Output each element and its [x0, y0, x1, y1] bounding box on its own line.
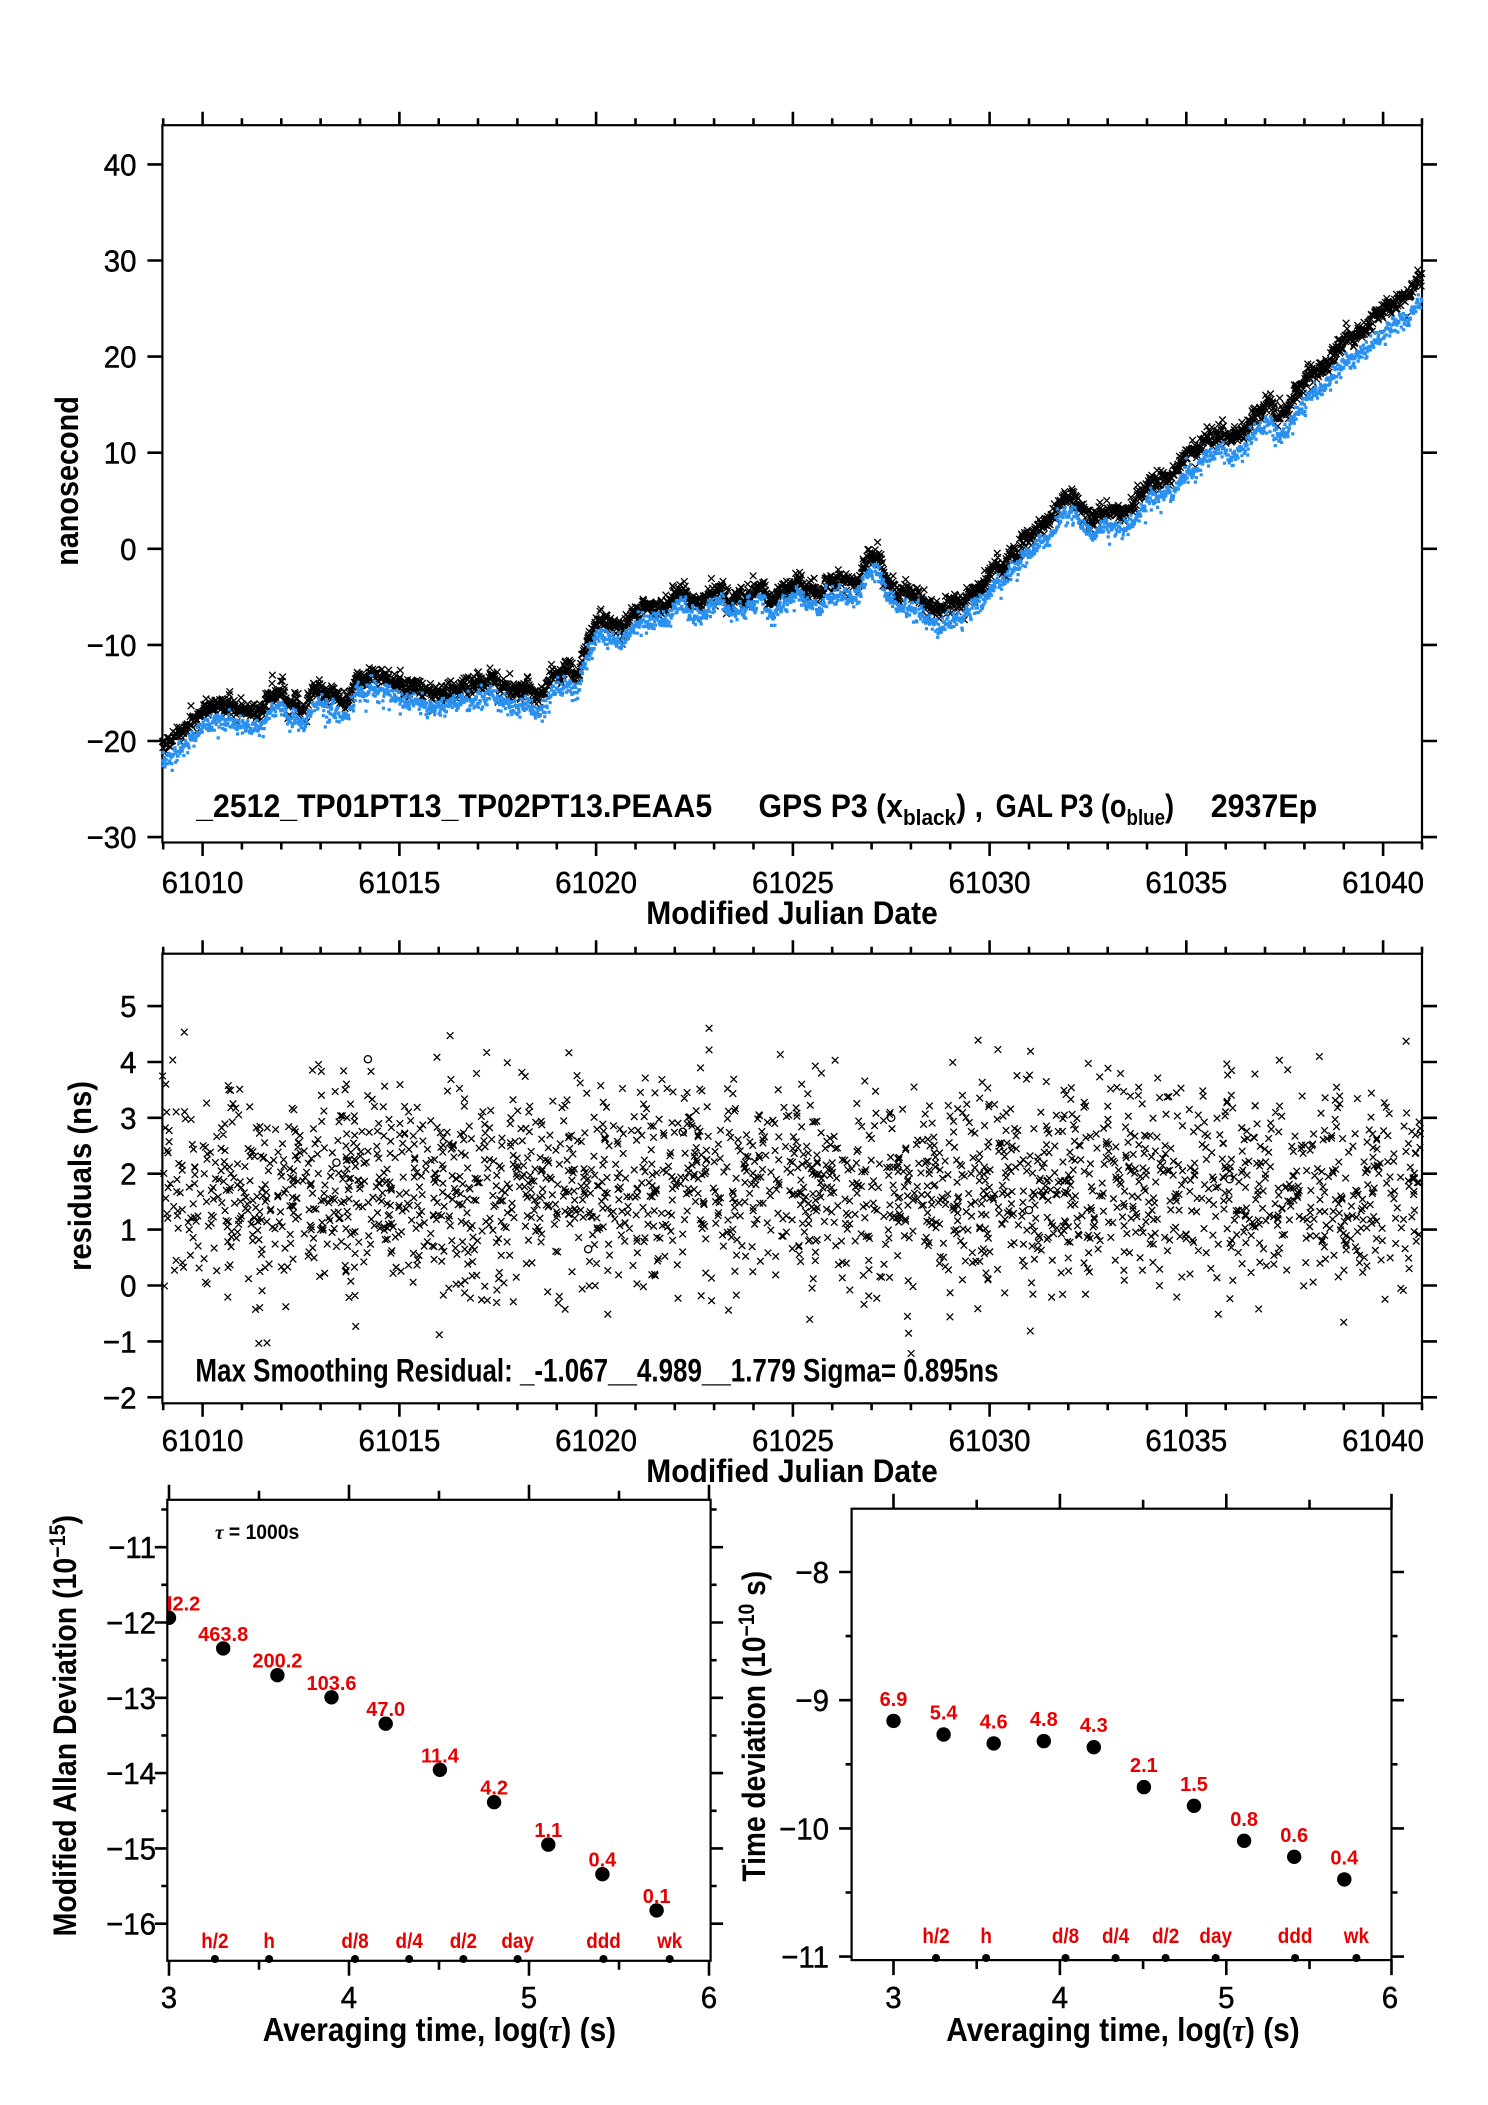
- svg-text:4: 4: [1052, 1981, 1068, 2015]
- svg-text:GAL P3 (oblue): GAL P3 (oblue): [996, 789, 1174, 830]
- svg-text:−30: −30: [87, 821, 137, 855]
- svg-text:0.6: 0.6: [1280, 1825, 1308, 1847]
- svg-text:61025: 61025: [752, 866, 834, 900]
- svg-text:61025: 61025: [752, 1424, 834, 1458]
- svg-text:−13: −13: [106, 1682, 156, 1716]
- svg-text:−2: −2: [103, 1382, 137, 1416]
- svg-text:6.9: 6.9: [880, 1689, 908, 1711]
- svg-text:0: 0: [120, 1270, 136, 1304]
- svg-text:−11: −11: [108, 1532, 156, 1566]
- svg-text:−14: −14: [106, 1757, 156, 1791]
- svg-text:47.0: 47.0: [366, 1699, 405, 1721]
- svg-text:2.2: 2.2: [173, 1594, 201, 1616]
- svg-text:day: day: [1199, 1925, 1232, 1948]
- svg-text:d/4: d/4: [396, 1930, 423, 1953]
- svg-text:5: 5: [521, 1981, 537, 2015]
- svg-text:61035: 61035: [1145, 866, 1227, 900]
- svg-text:61040: 61040: [1342, 866, 1424, 900]
- svg-text:5: 5: [1218, 1981, 1234, 2015]
- svg-text:ddd: ddd: [586, 1930, 621, 1953]
- svg-text:103.6: 103.6: [306, 1673, 356, 1695]
- svg-text:h: h: [263, 1930, 275, 1953]
- svg-text:wk: wk: [1343, 1925, 1370, 1948]
- svg-text:6: 6: [1382, 1981, 1398, 2015]
- svg-text:d/4: d/4: [1102, 1925, 1129, 1948]
- svg-text:6: 6: [701, 1981, 717, 2015]
- svg-text:d/2: d/2: [450, 1930, 477, 1953]
- svg-text:nanosecond: nanosecond: [50, 396, 86, 566]
- svg-text:200.2: 200.2: [252, 1651, 302, 1673]
- svg-text:Averaging time, log(τ) (s): Averaging time, log(τ) (s): [263, 2012, 616, 2049]
- svg-text:Max Smoothing Residual: _-1.06: Max Smoothing Residual: _-1.067__4.989__…: [195, 1354, 998, 1389]
- svg-text:0: 0: [120, 533, 136, 567]
- svg-text:−15: −15: [106, 1833, 156, 1867]
- svg-text:20: 20: [104, 341, 137, 375]
- svg-text:0.4: 0.4: [1330, 1847, 1359, 1869]
- svg-text:−16: −16: [106, 1908, 156, 1942]
- svg-text:61010: 61010: [162, 866, 244, 900]
- svg-text:Modified Allan Deviation (10−1: Modified Allan Deviation (10−15): [46, 1515, 83, 1936]
- svg-text:τ = 1000s: τ = 1000s: [215, 1521, 299, 1544]
- svg-text:day: day: [501, 1930, 534, 1953]
- svg-text:61020: 61020: [555, 1424, 637, 1458]
- svg-text:4: 4: [120, 1046, 136, 1080]
- svg-text:d/8: d/8: [1052, 1925, 1079, 1948]
- svg-text:61015: 61015: [358, 866, 440, 900]
- svg-text:−12: −12: [106, 1607, 156, 1641]
- svg-text:−8: −8: [795, 1556, 829, 1590]
- svg-text:Averaging time, log(τ) (s): Averaging time, log(τ) (s): [946, 2012, 1299, 2049]
- svg-text:2.1: 2.1: [1130, 1755, 1158, 1777]
- svg-text:0.1: 0.1: [643, 1886, 671, 1908]
- svg-text:wk: wk: [656, 1930, 683, 1953]
- svg-text:4: 4: [341, 1981, 357, 2015]
- svg-text:40: 40: [104, 149, 137, 183]
- svg-text:61040: 61040: [1342, 1424, 1424, 1458]
- svg-text:61030: 61030: [949, 866, 1031, 900]
- svg-text:Modified Julian Date: Modified Julian Date: [646, 1453, 937, 1489]
- svg-text:10: 10: [104, 437, 137, 471]
- svg-text:h/2: h/2: [922, 1925, 949, 1948]
- svg-text:3: 3: [120, 1102, 136, 1136]
- svg-text:11.4: 11.4: [421, 1745, 460, 1767]
- svg-text:0.8: 0.8: [1230, 1809, 1258, 1831]
- svg-text:4.2: 4.2: [480, 1778, 508, 1800]
- svg-text:d/2: d/2: [1152, 1925, 1179, 1948]
- svg-text:−11: −11: [781, 1941, 829, 1975]
- svg-text:1: 1: [120, 1214, 136, 1248]
- svg-text:5: 5: [120, 990, 136, 1024]
- svg-text:61035: 61035: [1145, 1424, 1227, 1458]
- svg-text:61010: 61010: [162, 1424, 244, 1458]
- svg-text:−10: −10: [779, 1813, 829, 1847]
- svg-text:2937Ep: 2937Ep: [1211, 788, 1317, 824]
- svg-text:1.5: 1.5: [1180, 1774, 1208, 1796]
- svg-text:Modified Julian Date: Modified Julian Date: [646, 895, 937, 931]
- svg-text:5.4: 5.4: [930, 1703, 959, 1725]
- svg-text:61020: 61020: [555, 866, 637, 900]
- svg-text:3: 3: [161, 1981, 177, 2015]
- svg-text:4.3: 4.3: [1080, 1715, 1108, 1737]
- svg-text:h/2: h/2: [201, 1930, 228, 1953]
- svg-text:residuals (ns): residuals (ns): [63, 1081, 99, 1271]
- svg-text:463.8: 463.8: [198, 1624, 248, 1646]
- svg-text:30: 30: [104, 245, 137, 279]
- svg-text:4.6: 4.6: [980, 1711, 1008, 1733]
- svg-text:−20: −20: [87, 725, 137, 759]
- svg-text:−1: −1: [103, 1326, 137, 1360]
- svg-text:1.1: 1.1: [534, 1820, 562, 1842]
- svg-text:4.8: 4.8: [1030, 1709, 1058, 1731]
- svg-text:3: 3: [885, 1981, 901, 2015]
- svg-text:ddd: ddd: [1278, 1925, 1313, 1948]
- svg-text:61015: 61015: [358, 1424, 440, 1458]
- svg-text:0.4: 0.4: [588, 1850, 617, 1872]
- svg-text:−10: −10: [87, 629, 137, 663]
- svg-text:d/8: d/8: [341, 1930, 368, 1953]
- svg-text:h: h: [980, 1925, 992, 1948]
- svg-text:−9: −9: [795, 1685, 829, 1719]
- svg-text:61030: 61030: [949, 1424, 1031, 1458]
- svg-text:2: 2: [120, 1158, 136, 1192]
